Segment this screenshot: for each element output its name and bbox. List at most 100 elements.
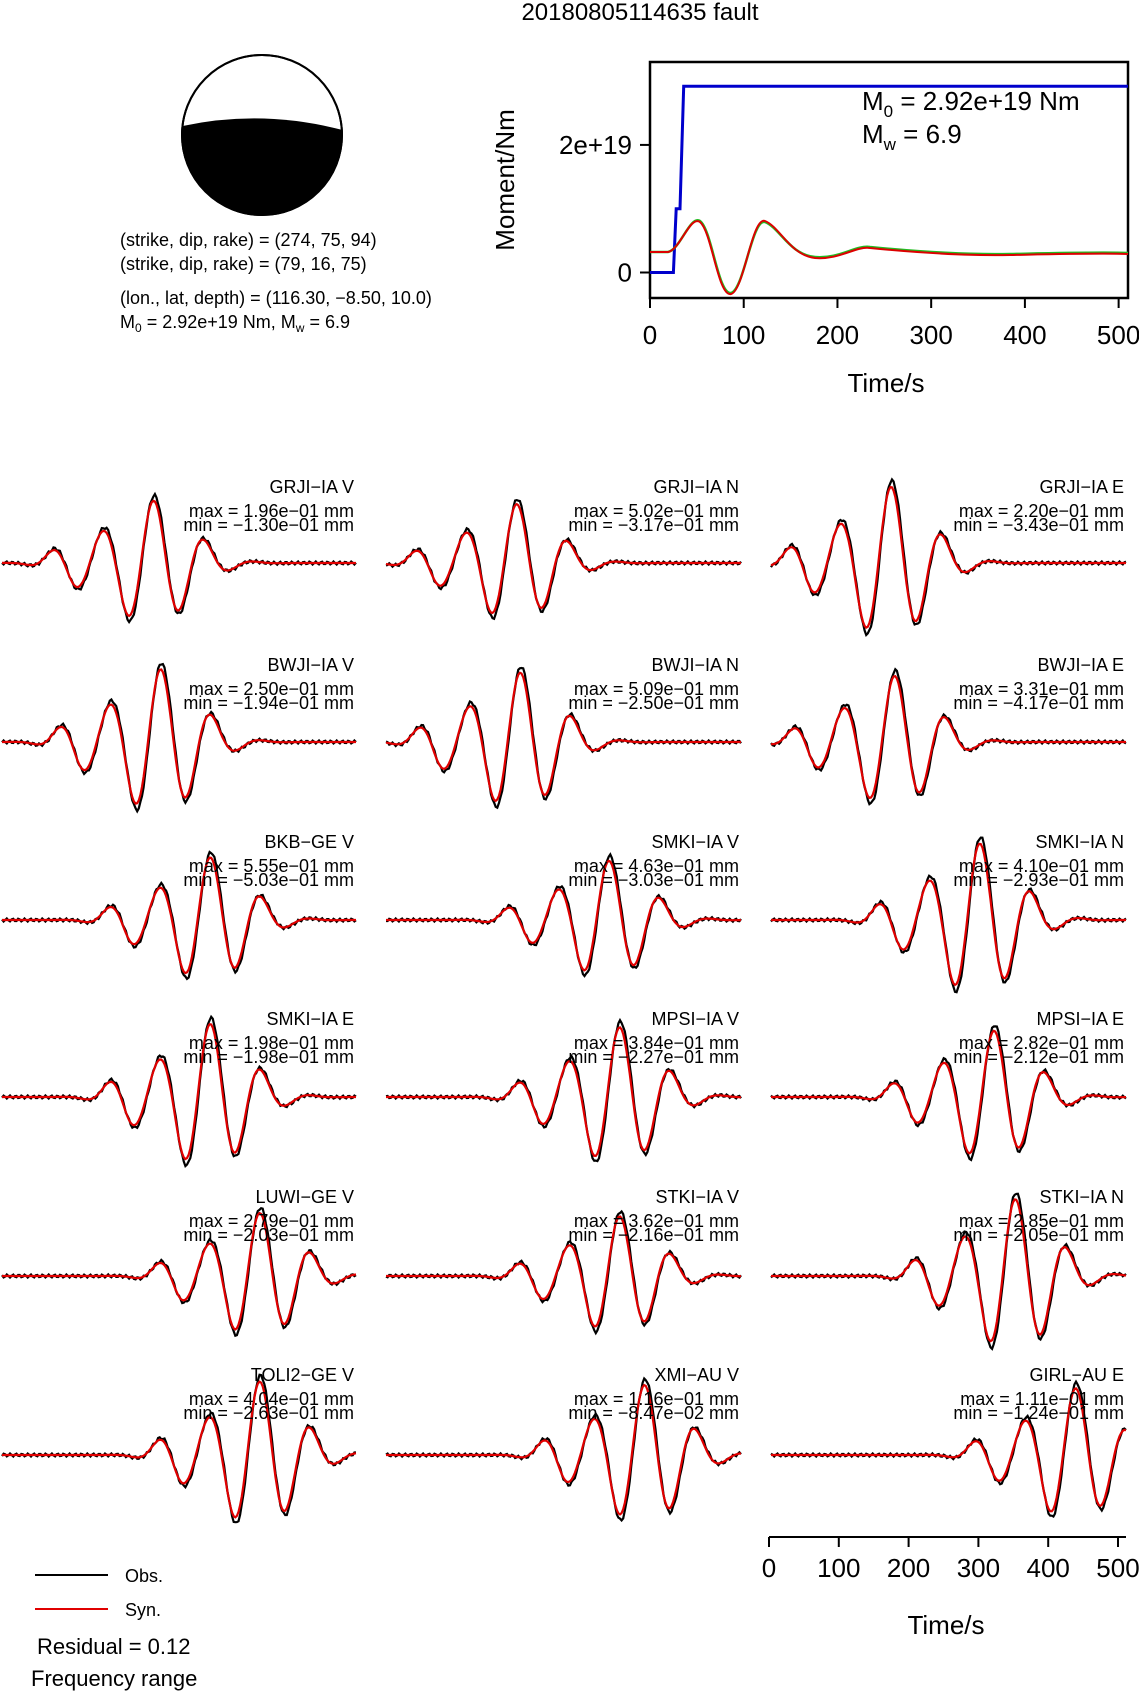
syn-trace (2, 668, 356, 805)
syn-trace (385, 502, 741, 615)
syn-trace (2, 1380, 357, 1519)
trace-max-label: max = 3.84e−01 mm (574, 1033, 739, 1053)
trace-min-label: min = −2.93e−01 mm (953, 870, 1124, 890)
syn-trace (386, 1383, 742, 1516)
stf-red-curve (650, 219, 1129, 295)
trace-min-label: min = −1.24e−01 mm (953, 1403, 1124, 1423)
trace-max-label: max = 3.62e−01 mm (574, 1211, 739, 1231)
trace-max-label: max = 2.85e−01 mm (959, 1211, 1124, 1231)
trace-min-label: min = −3.03e−01 mm (568, 870, 739, 890)
moment-xtick-label: 200 (816, 320, 859, 350)
trace-max-label: max = 5.55e−01 mm (189, 856, 354, 876)
trace-station-label: GRJI−IA N (653, 477, 739, 497)
trace-station-label: GRJI−IA V (269, 477, 354, 497)
trace-min-label: min = −1.94e−01 mm (183, 693, 354, 713)
moment-xtick-label: 300 (909, 320, 952, 350)
moment-ylabel: Moment/Nm (490, 109, 520, 251)
frequency-label: Frequency range (31, 1666, 197, 1691)
moment-m0-label: M0 = 2.92e+19 Nm (862, 86, 1080, 121)
trace-min-label: min = −2.05e−01 mm (953, 1225, 1124, 1245)
trace-max-label: max = 2.20e−01 mm (959, 501, 1124, 521)
trace-min-label: min = −2.50e−01 mm (568, 693, 739, 713)
moment-xtick-label: 0 (643, 320, 657, 350)
nodal-plane-1: (strike, dip, rake) = (274, 75, 94) (120, 230, 377, 250)
trace-station-label: TOLI2−GE V (251, 1365, 354, 1385)
trace-min-label: min = −2.12e−01 mm (953, 1047, 1124, 1067)
residual-label: Residual = 0.12 (37, 1634, 191, 1659)
syn-trace (386, 859, 741, 972)
moment-line: M0 = 2.92e+19 Nm, Mw = 6.9 (120, 312, 350, 335)
trace-max-label: max = 5.09e−01 mm (574, 679, 739, 699)
trace-max-label: max = 1.98e−01 mm (189, 1033, 354, 1053)
figure-title: 20180805114635 fault (521, 0, 758, 26)
trace-min-label: min = −4.17e−01 mm (953, 693, 1124, 713)
trace-station-label: MPSI−IA E (1036, 1009, 1124, 1029)
trace-min-label: min = −1.30e−01 mm (183, 515, 354, 535)
moment-mw-label: Mw = 6.9 (862, 119, 962, 154)
moment-xtick-label: 400 (1003, 320, 1046, 350)
trace-min-label: min = −1.98e−01 mm (183, 1047, 354, 1067)
trace-min-label: min = −3.43e−01 mm (953, 515, 1124, 535)
trace-station-label: LUWI−GE V (255, 1187, 354, 1207)
trace-max-label: max = 2.82e−01 mm (959, 1033, 1124, 1053)
bottom-xtick-label: 500 (1096, 1553, 1139, 1583)
syn-trace (771, 1387, 1127, 1513)
bottom-xlabel: Time/s (907, 1610, 984, 1640)
trace-min-label: min = −3.17e−01 mm (568, 515, 739, 535)
trace-min-label: min = −2.03e−01 mm (183, 1225, 354, 1245)
trace-station-label: BWJI−IA N (651, 655, 739, 675)
syn-trace (2, 1022, 356, 1161)
legend-obs-label: Obs. (125, 1566, 163, 1586)
hypocenter-line: (lon., lat, depth) = (116.30, −8.50, 10.… (120, 288, 432, 308)
syn-trace (2, 1211, 357, 1331)
moment-panel: Moment/Nm Time/s M0 = 2.92e+19 Nm Mw = 6… (490, 60, 1139, 398)
bottom-xtick-label: 400 (1027, 1553, 1070, 1583)
bottom-xtick-label: 100 (817, 1553, 860, 1583)
syn-trace (385, 671, 741, 803)
moment-curve (650, 84, 1128, 274)
legend-syn-label: Syn. (125, 1600, 161, 1620)
trace-max-label: max = 4.04e−01 mm (189, 1389, 354, 1409)
syn-trace (771, 842, 1126, 987)
trace-min-label: min = −2.63e−01 mm (183, 1403, 354, 1423)
moment-ytick-label: 0 (618, 257, 632, 287)
syn-trace (771, 1198, 1127, 1343)
moment-xtick-label: 100 (722, 320, 765, 350)
trace-max-label: max = 2.79e−01 mm (189, 1211, 354, 1231)
trace-station-label: SMKI−IA E (266, 1009, 354, 1029)
moment-xtick-label: 500 (1097, 320, 1139, 350)
trace-station-label: BKB−GE V (264, 832, 354, 852)
trace-max-label: max = 1.96e−01 mm (189, 501, 354, 521)
bottom-xtick-label: 300 (957, 1553, 1000, 1583)
syn-trace (770, 485, 1126, 629)
syn-trace (771, 674, 1126, 800)
legend: Obs. Syn. Residual = 0.12 Frequency rang… (31, 1566, 197, 1691)
bottom-time-axis: Time/s 0 100 200 300 400 500 (762, 1536, 1139, 1640)
trace-station-label: BWJI−IA V (267, 655, 354, 675)
trace-max-label: max = 3.31e−01 mm (959, 679, 1124, 699)
nodal-plane-2: (strike, dip, rake) = (79, 16, 75) (120, 254, 367, 274)
beachball-icon (181, 54, 343, 216)
trace-station-label: GRJI−IA E (1039, 477, 1124, 497)
trace-station-label: SMKI−IA V (651, 832, 739, 852)
trace-min-label: min = −5.03e−01 mm (183, 870, 354, 890)
trace-station-label: STKI−IA N (1039, 1187, 1124, 1207)
trace-max-label: max = 2.50e−01 mm (189, 679, 354, 699)
trace-min-label: min = −2.27e−01 mm (568, 1047, 739, 1067)
